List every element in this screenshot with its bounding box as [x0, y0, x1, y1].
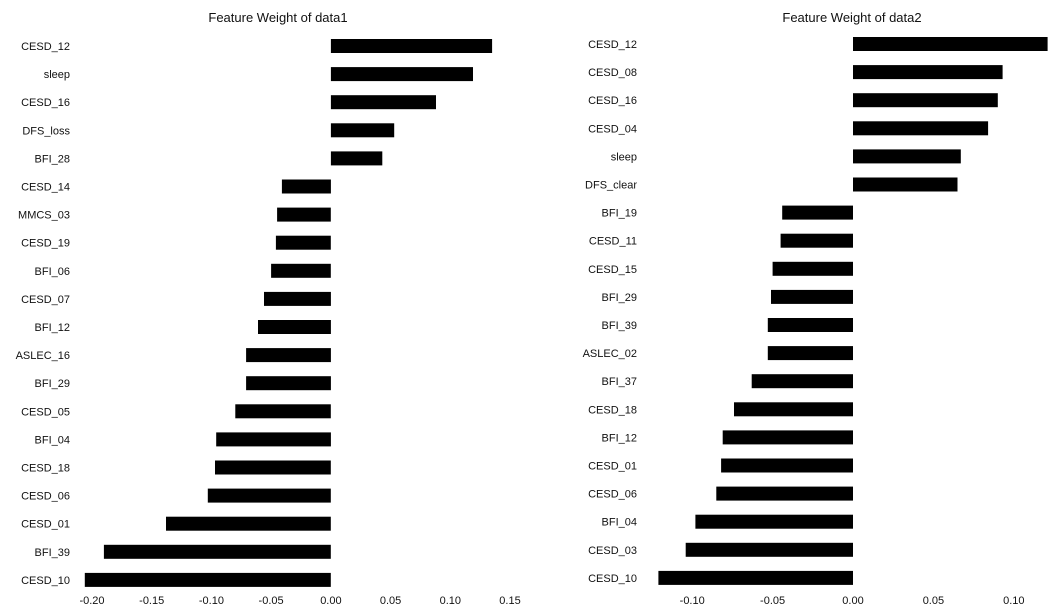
category-label: CESD_19 — [21, 238, 70, 250]
category-label: BFI_28 — [35, 153, 70, 165]
category-label: CESD_12 — [588, 39, 637, 51]
category-label: CESD_04 — [588, 123, 637, 135]
bar-mmcs-03 — [277, 207, 331, 222]
x-tick-label: 0.05 — [380, 595, 401, 607]
bar-cesd-16 — [853, 93, 998, 108]
chart-data2: Feature Weight of data2 CESD_12 CESD_08 CE… — [583, 10, 1048, 607]
bar-cesd-16 — [330, 95, 436, 110]
category-label: BFI_04 — [602, 517, 637, 529]
category-label: ASLEC_02 — [583, 348, 637, 360]
category-label: BFI_39 — [602, 320, 637, 332]
bar-bfi-39 — [103, 544, 331, 559]
bar-bfi-04 — [695, 514, 853, 529]
bar-cesd-19 — [275, 235, 331, 250]
bar-cesd-15 — [772, 261, 853, 276]
category-label: BFI_12 — [602, 432, 637, 444]
bar-aslec-16 — [246, 348, 331, 363]
bar-cesd-06 — [716, 486, 853, 501]
bar-cesd-08 — [853, 65, 1003, 80]
x-tick-label: 0.15 — [499, 595, 520, 607]
bar-cesd-12 — [853, 37, 1048, 51]
bar-bfi-37 — [751, 374, 853, 389]
bar-bfi-29 — [771, 289, 853, 304]
category-label: BFI_04 — [35, 434, 70, 446]
bar-cesd-18 — [215, 460, 331, 475]
category-label: CESD_14 — [21, 182, 70, 194]
x-tick-label: -0.10 — [680, 595, 705, 607]
x-tick-label: -0.05 — [259, 595, 284, 607]
bar-cesd-01 — [721, 458, 853, 473]
category-label: BFI_06 — [35, 266, 70, 278]
category-label: CESD_08 — [588, 67, 637, 79]
bar-bfi-29 — [246, 376, 331, 391]
bar-cesd-18 — [734, 402, 853, 417]
chart-title: Feature Weight of data2 — [782, 10, 921, 25]
bar-cesd-04 — [853, 121, 989, 136]
bar-cesd-11 — [780, 233, 853, 248]
bar-bfi-39 — [767, 318, 853, 332]
bar-cesd-05 — [235, 404, 331, 419]
category-label: CESD_06 — [21, 491, 70, 503]
bar-bfi-06 — [271, 263, 331, 278]
bar-sleep — [853, 149, 961, 164]
bar-bfi-28 — [330, 151, 383, 166]
bar-cesd-03 — [685, 542, 853, 557]
bar-cesd-14 — [281, 179, 331, 194]
bar-dfs-loss — [330, 123, 395, 138]
chart-title: Feature Weight of data1 — [208, 10, 347, 25]
bar-dfs-clear — [853, 177, 958, 192]
category-label: CESD_01 — [21, 519, 70, 531]
category-label: BFI_12 — [35, 322, 70, 334]
x-tick-label: 0.00 — [842, 595, 863, 607]
category-label: CESD_05 — [21, 406, 70, 418]
category-label: CESD_18 — [588, 404, 637, 416]
category-label: CESD_03 — [588, 545, 637, 557]
x-tick-label: -0.10 — [199, 595, 224, 607]
x-tick-label: -0.05 — [760, 595, 785, 607]
x-tick-label: 0.05 — [923, 595, 944, 607]
bar-cesd-06 — [207, 488, 331, 503]
category-label: BFI_29 — [602, 292, 637, 304]
category-label: CESD_16 — [588, 95, 637, 107]
category-label: MMCS_03 — [18, 210, 70, 222]
bar-cesd-10 — [84, 572, 331, 587]
category-label: DFS_clear — [585, 180, 637, 192]
bar-bfi-04 — [216, 432, 331, 447]
category-label: sleep — [44, 69, 70, 81]
category-label: CESD_01 — [588, 461, 637, 473]
category-label: BFI_19 — [602, 208, 637, 220]
category-label: CESD_10 — [588, 573, 637, 585]
category-label: CESD_10 — [21, 575, 70, 587]
category-label: BFI_37 — [602, 376, 637, 388]
bar-cesd-07 — [264, 291, 331, 306]
bar-cesd-12 — [330, 39, 493, 53]
category-label: sleep — [611, 151, 637, 163]
x-tick-label: -0.20 — [79, 595, 104, 607]
category-label: CESD_06 — [588, 489, 637, 501]
bar-bfi-12 — [258, 320, 331, 334]
x-tick-label: -0.15 — [139, 595, 164, 607]
category-label: DFS_loss — [22, 125, 70, 137]
category-label: CESD_16 — [21, 97, 70, 109]
bar-bfi-19 — [782, 205, 853, 220]
bar-cesd-10 — [658, 570, 853, 585]
bar-aslec-02 — [767, 346, 853, 361]
x-tick-label: 0.00 — [320, 595, 341, 607]
bar-cesd-01 — [166, 516, 331, 531]
category-label: CESD_07 — [21, 294, 70, 306]
bar-bfi-12 — [722, 430, 853, 445]
category-label: CESD_12 — [21, 41, 70, 53]
category-label: CESD_15 — [588, 264, 637, 276]
category-label: BFI_29 — [35, 378, 70, 390]
x-tick-label: 0.10 — [1003, 595, 1024, 607]
category-label: ASLEC_16 — [16, 350, 70, 362]
category-label: CESD_18 — [21, 463, 70, 475]
category-label: BFI_39 — [35, 547, 70, 559]
x-tick-label: 0.10 — [440, 595, 461, 607]
category-label: CESD_11 — [589, 236, 637, 248]
bar-sleep — [330, 67, 473, 82]
